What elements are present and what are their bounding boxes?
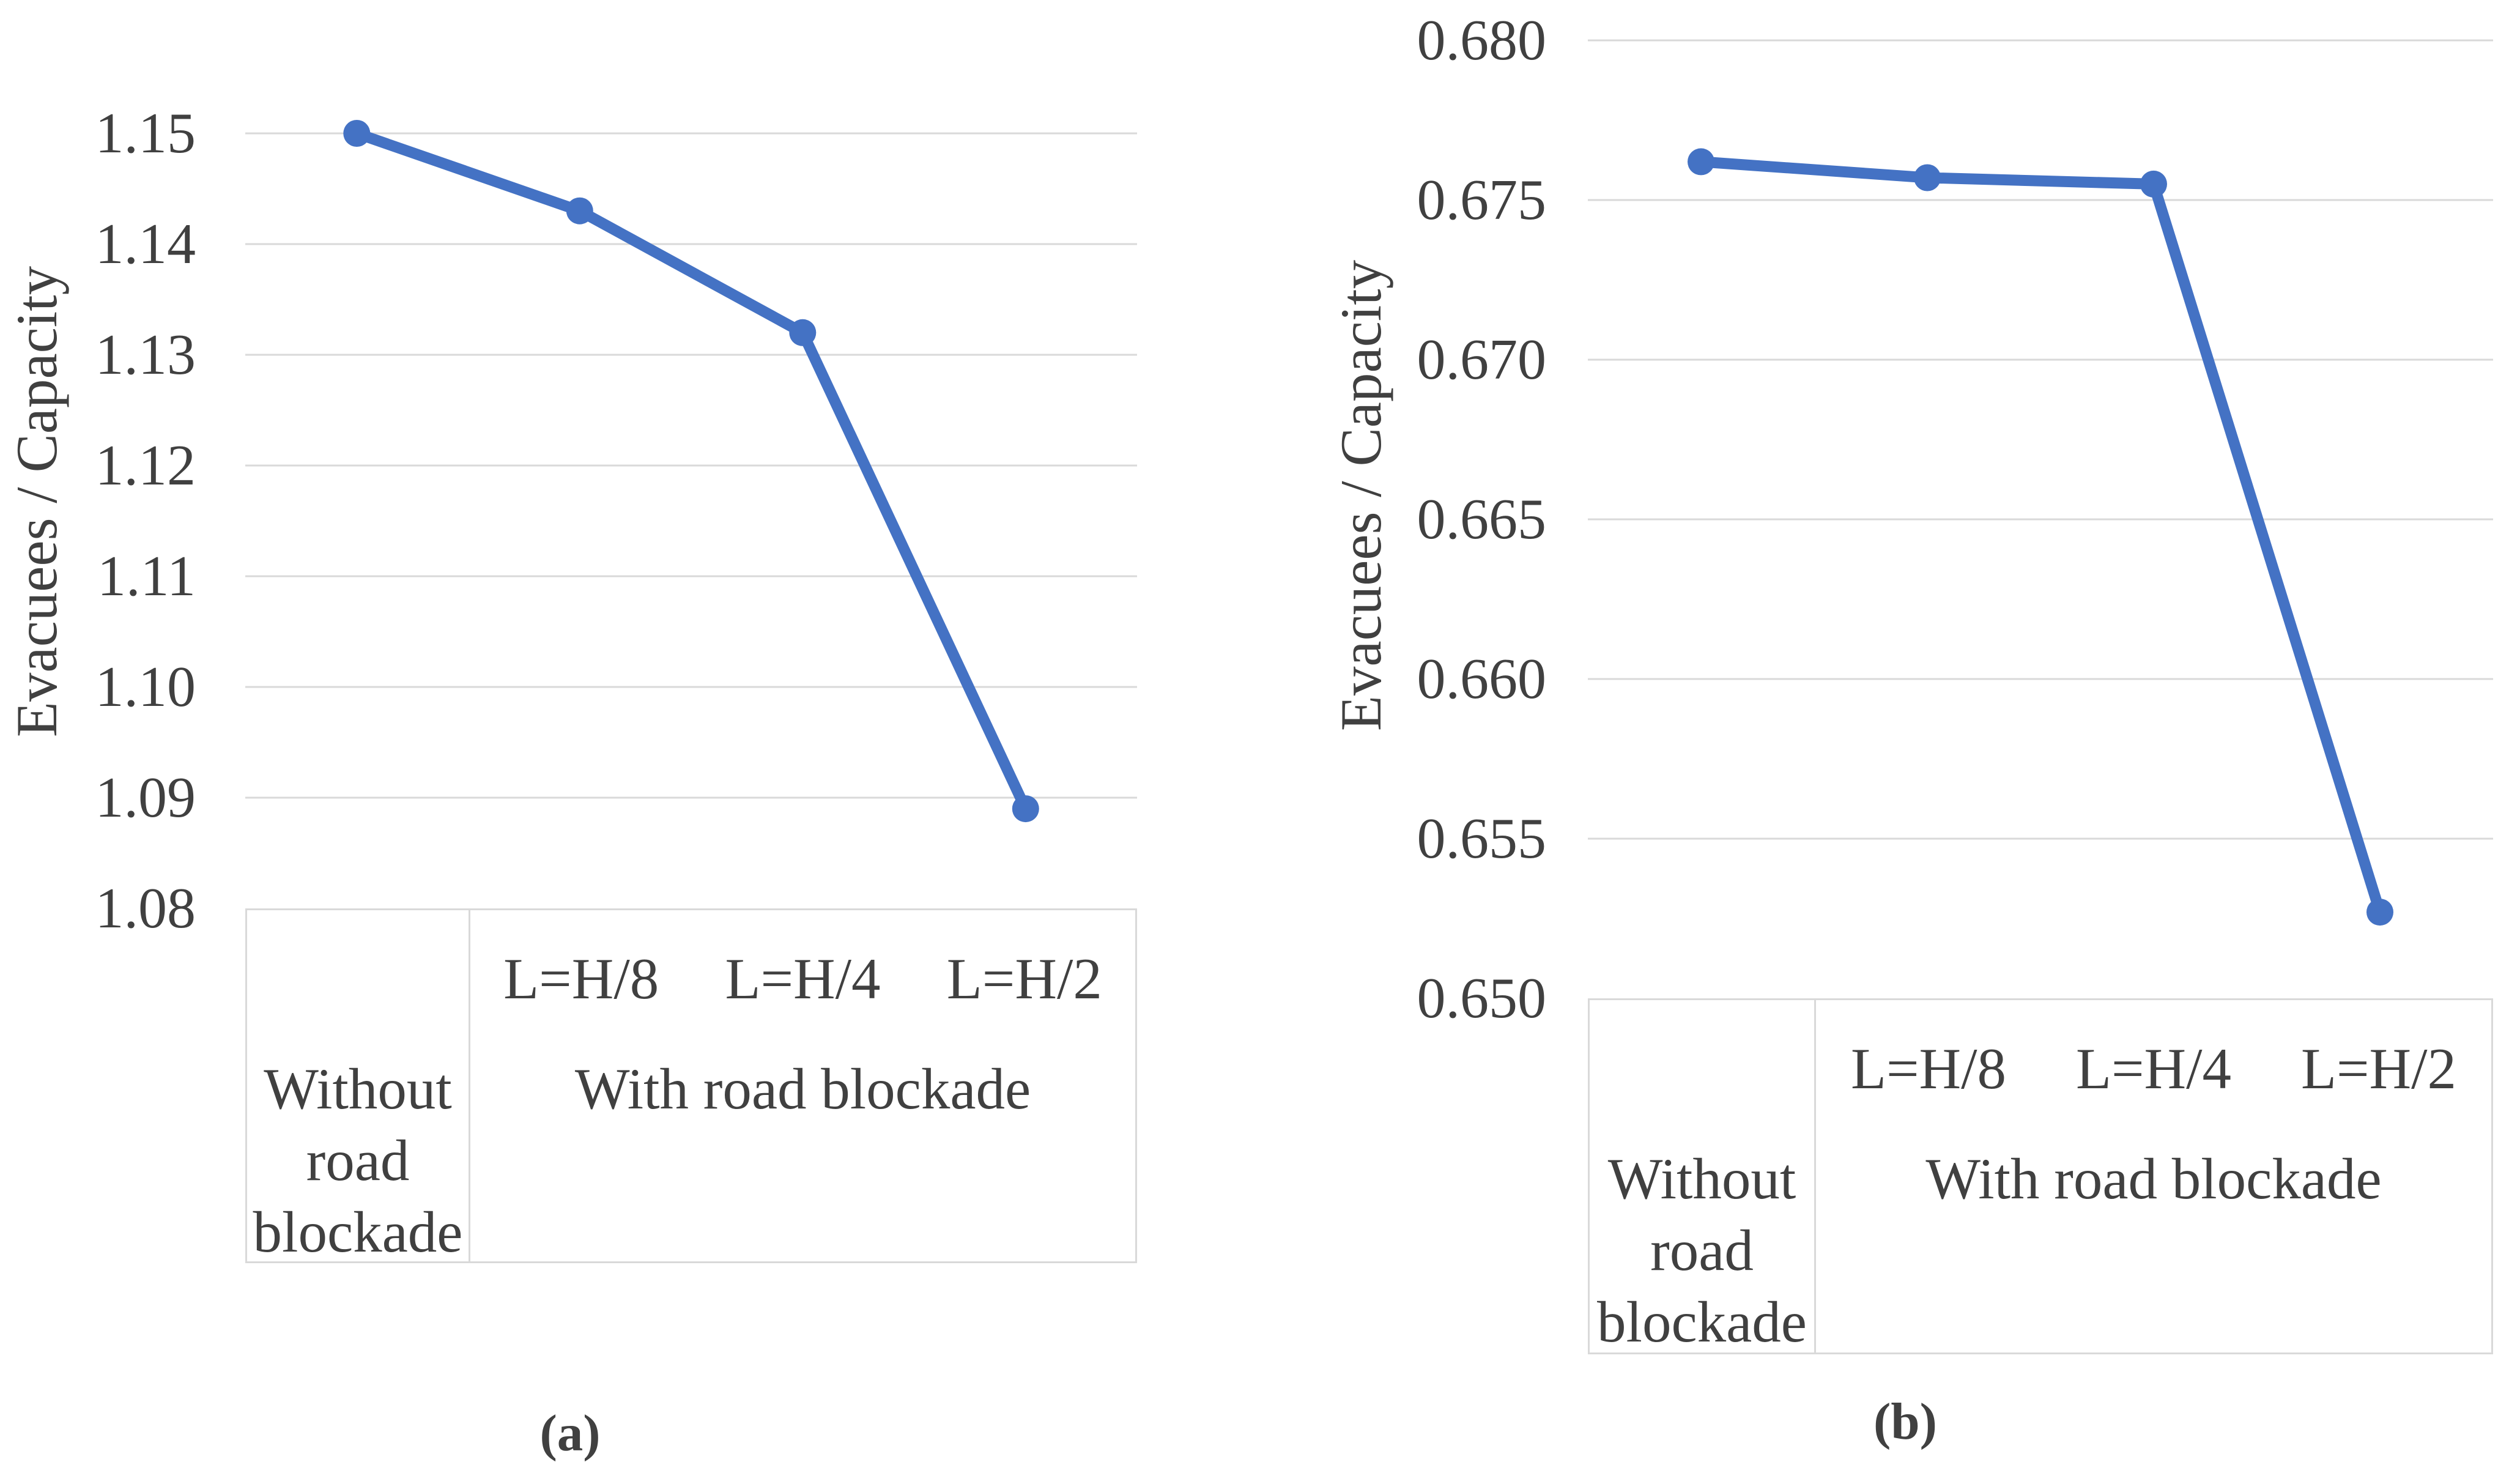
- data-point-marker: [2366, 899, 2393, 926]
- data-point-marker: [1914, 164, 1941, 191]
- data-point-marker: [2140, 170, 2167, 198]
- data-point-marker: [343, 120, 371, 147]
- data-point-marker: [1012, 795, 1039, 823]
- data-line: [1695, 156, 2385, 918]
- data-point-marker: [789, 319, 817, 346]
- data-point-marker: [1688, 148, 1714, 176]
- data-point-marker: [566, 197, 593, 224]
- data-line: [351, 128, 1031, 815]
